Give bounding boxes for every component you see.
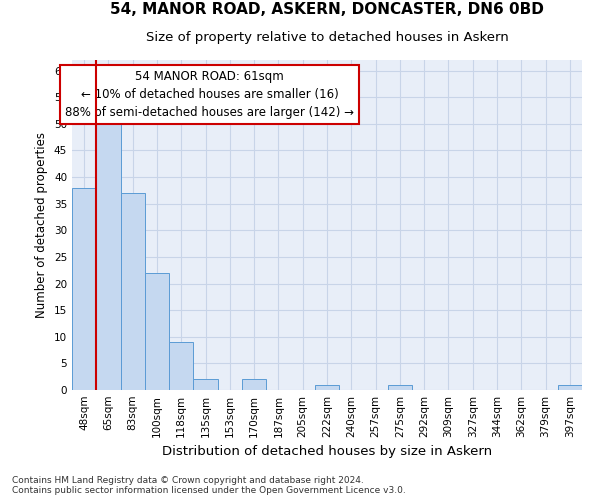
- Text: Size of property relative to detached houses in Askern: Size of property relative to detached ho…: [146, 30, 508, 44]
- X-axis label: Distribution of detached houses by size in Askern: Distribution of detached houses by size …: [162, 446, 492, 458]
- Text: Contains HM Land Registry data © Crown copyright and database right 2024.
Contai: Contains HM Land Registry data © Crown c…: [12, 476, 406, 495]
- Bar: [145, 273, 169, 390]
- Bar: [169, 342, 193, 390]
- Bar: [558, 384, 582, 390]
- Bar: [193, 380, 218, 390]
- Bar: [242, 380, 266, 390]
- Text: 54 MANOR ROAD: 61sqm
← 10% of detached houses are smaller (16)
88% of semi-detac: 54 MANOR ROAD: 61sqm ← 10% of detached h…: [65, 70, 354, 119]
- Bar: [72, 188, 96, 390]
- Bar: [388, 384, 412, 390]
- Bar: [96, 124, 121, 390]
- Bar: [121, 193, 145, 390]
- Text: 54, MANOR ROAD, ASKERN, DONCASTER, DN6 0BD: 54, MANOR ROAD, ASKERN, DONCASTER, DN6 0…: [110, 2, 544, 17]
- Bar: [315, 384, 339, 390]
- Y-axis label: Number of detached properties: Number of detached properties: [35, 132, 49, 318]
